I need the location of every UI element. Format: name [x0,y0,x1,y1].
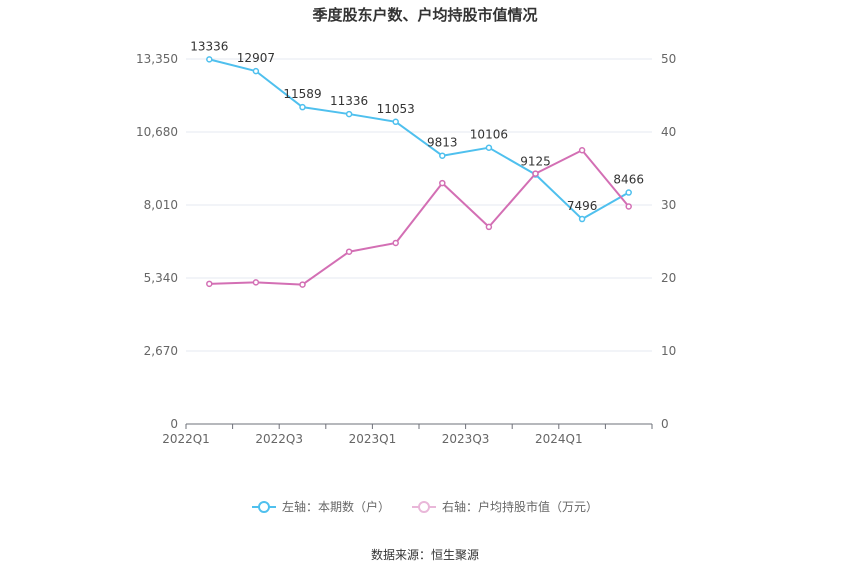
legend-item-avg-value[interactable]: 右轴：户均持股市值（万元） [412,498,598,515]
data-point-holders [206,56,213,63]
data-label-holders: 11589 [283,87,321,101]
right-axis-tick-label: 20 [661,271,676,285]
data-label-holders: 12907 [237,51,275,65]
chart-legend: 左轴：本期数（户） 右轴：户均持股市值（万元） [0,498,850,515]
left-axis-tick-label: 13,350 [136,52,178,66]
series-line-holders [209,58,630,221]
data-point-holders [485,144,493,151]
legend-swatch-avg-value [412,500,436,514]
data-label-holders: 13336 [190,39,228,53]
chart-plot: 0 2,670 5,340 8,010 10,680 13,350 0 10 20 30 40 50 2… [136,39,676,446]
legend-item-holders[interactable]: 左轴：本期数（户） [251,498,390,515]
right-axis-tick-label: 50 [661,52,676,66]
data-point-holders [625,189,632,196]
data-point-avg-value [345,248,353,255]
x-axis-tick-label: 2024Q1 [535,432,583,446]
data-point-avg-value [532,170,539,177]
chart-title: 季度股东户数、户均持股市值情况 [312,6,538,24]
legend-swatch-holders [251,500,276,514]
data-label-holders: 11053 [377,102,415,116]
left-axis-tick-label: 2,670 [144,344,178,358]
data-point-avg-value [392,239,399,247]
left-axis-tick-label: 8,010 [144,198,178,212]
right-axis-tick-label: 10 [661,344,676,358]
data-label-holders: 9813 [427,136,458,150]
legend-label-avg-value: 右轴：户均持股市值（万元） [442,500,599,514]
data-source: 数据来源：恒生聚源 [370,548,479,562]
data-point-holders [439,152,446,159]
data-point-avg-value [299,281,306,288]
x-axis-tick-label: 2022Q1 [162,432,210,446]
right-axis-tick-label: 30 [661,198,676,212]
series-line-avg-value [209,149,630,286]
data-point-avg-value [439,179,446,187]
data-point-avg-value [206,280,213,288]
data-label-holders: 11336 [330,94,368,108]
data-point-holders [252,67,260,75]
data-point-holders [392,118,399,126]
left-axis-tick-label: 10,680 [136,125,178,139]
data-label-holders: 10106 [470,128,508,142]
data-point-avg-value [485,223,493,231]
left-axis-tick-label: 0 [170,417,178,431]
data-point-avg-value [252,279,260,286]
data-point-holders [345,110,353,118]
x-axis-tick-label: 2022Q3 [255,432,303,446]
left-axis-tick-label: 5,340 [144,271,178,285]
right-axis-tick-label: 40 [661,125,676,139]
data-label-holders: 7496 [567,199,598,213]
data-point-avg-value [578,147,586,154]
x-axis-tick-label: 2023Q1 [349,432,397,446]
data-label-holders: 9125 [520,155,551,169]
data-point-avg-value [625,203,632,210]
data-point-holders [299,103,306,111]
data-label-holders: 8466 [613,173,644,187]
data-point-holders [578,215,586,223]
right-axis-tick-label: 0 [661,417,669,431]
legend-label-holders: 左轴：本期数（户） [281,500,390,514]
x-axis-tick-label: 2023Q3 [442,432,490,446]
